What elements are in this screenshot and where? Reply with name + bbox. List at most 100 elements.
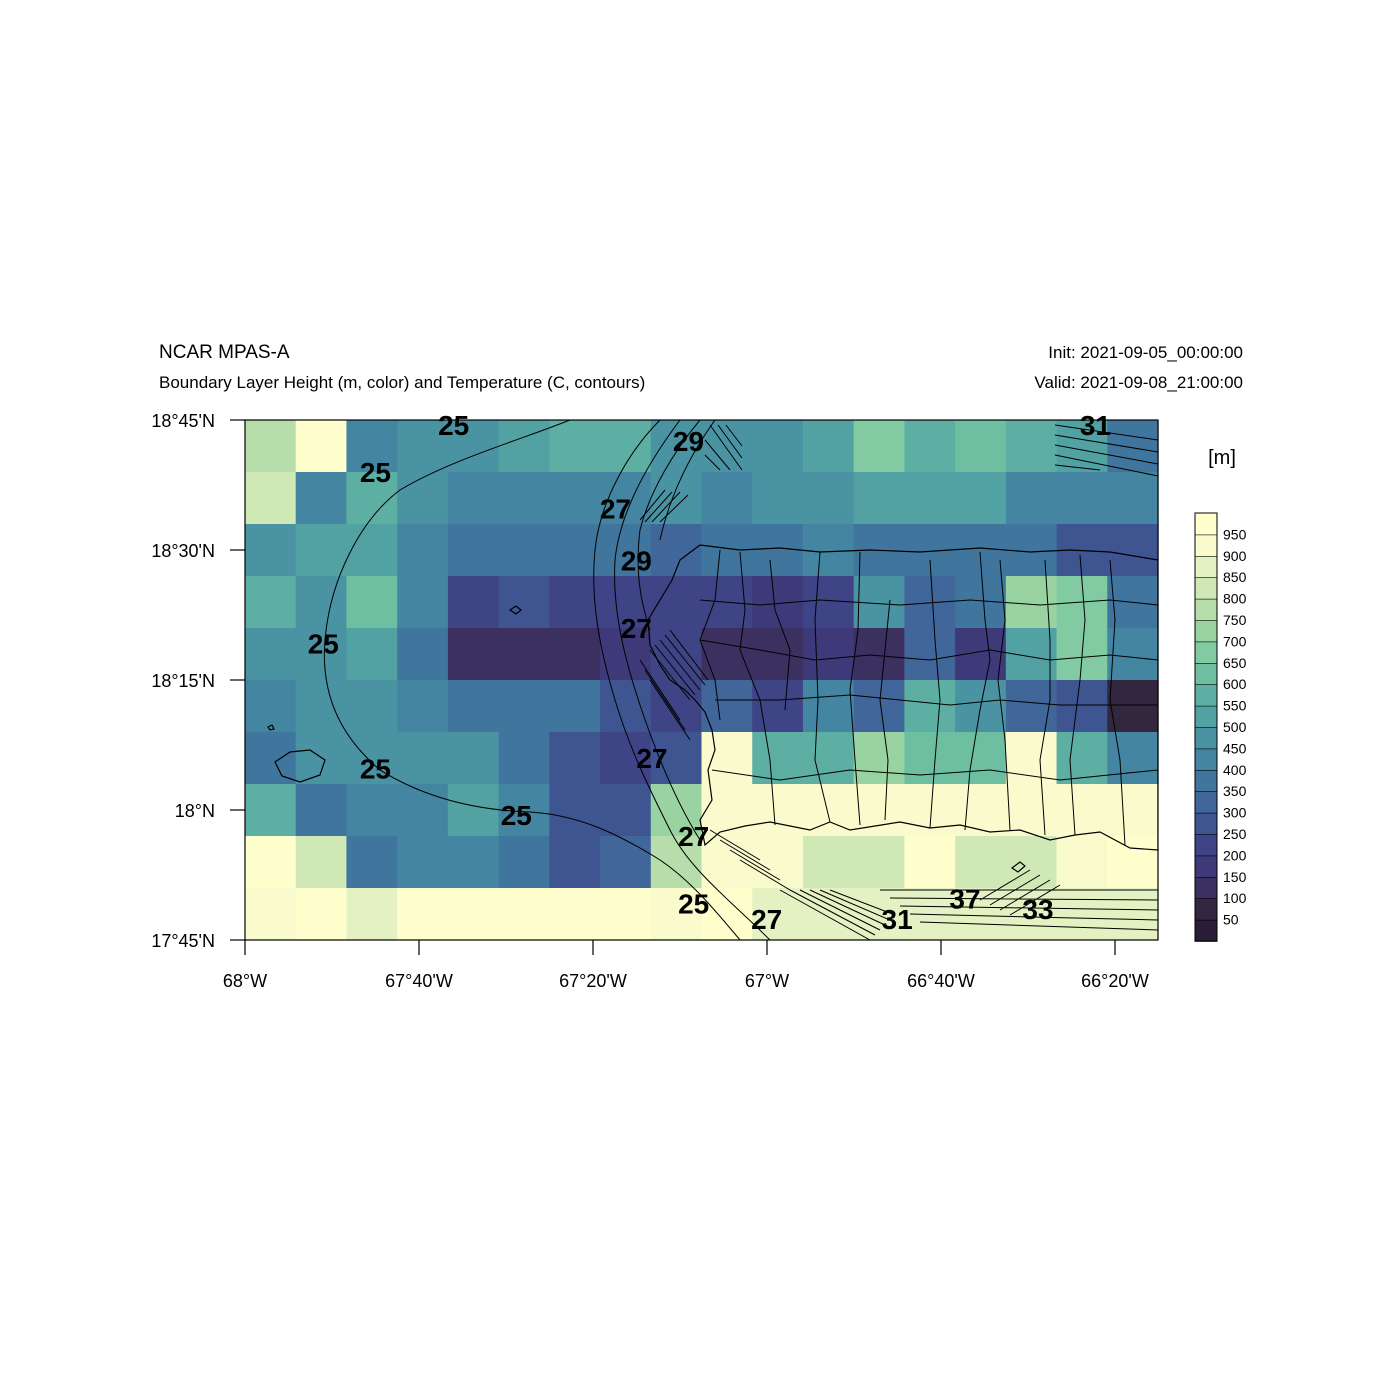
blh-cell bbox=[295, 524, 348, 577]
blh-cell bbox=[397, 472, 449, 525]
blh-cell bbox=[549, 420, 601, 473]
blh-cell bbox=[752, 732, 804, 785]
colorbar-swatch bbox=[1194, 576, 1218, 600]
blh-cell bbox=[802, 420, 855, 473]
blh-cell bbox=[1107, 784, 1159, 837]
blh-cell bbox=[397, 576, 449, 629]
valid-time: Valid: 2021-09-08_21:00:00 bbox=[1034, 373, 1243, 392]
blh-cell bbox=[295, 420, 348, 473]
blh-cell bbox=[752, 836, 804, 889]
blh-cell bbox=[752, 680, 804, 733]
contour-line-27 bbox=[593, 420, 771, 940]
y-tick-label: 17°45'N bbox=[151, 931, 215, 951]
blh-cell bbox=[853, 732, 905, 785]
blh-cell bbox=[701, 732, 753, 785]
blh-cell bbox=[498, 836, 550, 889]
colorbar-swatch bbox=[1194, 833, 1218, 857]
blh-cell bbox=[853, 472, 905, 525]
contour-label: 27 bbox=[636, 743, 667, 774]
blh-cell bbox=[245, 472, 297, 525]
blh-cell bbox=[1005, 784, 1058, 837]
blh-cell bbox=[802, 836, 855, 889]
colorbar-level-label: 250 bbox=[1223, 826, 1247, 842]
contour-label: 31 bbox=[1080, 410, 1111, 441]
blh-cell bbox=[701, 888, 753, 941]
y-tick-label: 18°45'N bbox=[151, 411, 215, 431]
colorbar-level-label: 950 bbox=[1223, 526, 1247, 542]
contour-label: 25 bbox=[308, 629, 339, 660]
blh-cell bbox=[802, 576, 855, 629]
y-tick-label: 18°30'N bbox=[151, 541, 215, 561]
x-tick-label: 67°20'W bbox=[559, 971, 627, 991]
contour-label: 29 bbox=[673, 426, 704, 457]
blh-cell bbox=[955, 888, 1007, 941]
colorbar-swatch bbox=[1194, 555, 1218, 578]
x-tick-label: 66°20'W bbox=[1081, 971, 1149, 991]
blh-cell bbox=[752, 784, 804, 837]
blh-cell bbox=[1005, 732, 1058, 785]
blh-cell bbox=[1107, 420, 1159, 473]
colorbar-level-label: 900 bbox=[1223, 548, 1247, 564]
colorbar-swatch bbox=[1194, 897, 1218, 921]
blh-cell bbox=[802, 888, 855, 941]
blh-cell bbox=[397, 628, 449, 681]
municipal-boundaries bbox=[699, 549, 1158, 846]
colorbar-level-label: 150 bbox=[1223, 869, 1247, 885]
blh-cell bbox=[498, 628, 550, 681]
blh-cell bbox=[498, 524, 550, 577]
blh-cell bbox=[295, 628, 348, 681]
blh-cell bbox=[549, 680, 601, 733]
contour-label: 33 bbox=[1022, 894, 1053, 925]
monito-island bbox=[267, 724, 275, 731]
blh-cell bbox=[1107, 628, 1159, 681]
colorbar-swatch bbox=[1194, 919, 1218, 942]
blh-cell bbox=[346, 680, 398, 733]
blh-cell bbox=[853, 628, 905, 681]
colorbar-swatch bbox=[1194, 534, 1218, 557]
colorbar: [m] 50 100 150 200 250 300 350 400 450 500 550 600 6… bbox=[1194, 447, 1247, 942]
figure-title: NCAR MPAS-A bbox=[159, 342, 290, 363]
blh-cell bbox=[447, 524, 500, 577]
blh-cell bbox=[245, 524, 297, 577]
blh-cell bbox=[346, 836, 398, 889]
blh-cell bbox=[1005, 420, 1058, 473]
blh-cell bbox=[397, 420, 449, 473]
colorbar-swatch bbox=[1194, 619, 1218, 643]
colorbar-swatch bbox=[1194, 748, 1218, 771]
colorbar-swatch bbox=[1194, 662, 1218, 685]
blh-cell bbox=[1056, 784, 1108, 837]
contour-line-25-west bbox=[323, 420, 741, 940]
blh-cell bbox=[498, 888, 550, 941]
x-axis: 68°W 67°40'W 67°20'W 67°W 66°40'W 66°20'… bbox=[223, 940, 1149, 991]
colorbar-level-label: 550 bbox=[1223, 698, 1247, 714]
blh-cell bbox=[1056, 888, 1108, 941]
blh-cell bbox=[498, 472, 550, 525]
colorbar-swatch bbox=[1194, 705, 1218, 728]
puerto-rico-coastline bbox=[647, 544, 1158, 851]
x-tick-label: 66°40'W bbox=[907, 971, 975, 991]
blh-cell bbox=[245, 784, 297, 837]
blh-cell bbox=[802, 680, 855, 733]
x-tick-label: 68°W bbox=[223, 971, 267, 991]
contour-label: 27 bbox=[621, 613, 652, 644]
contour-label: 27 bbox=[751, 904, 782, 935]
blh-cell bbox=[752, 628, 804, 681]
blh-cell bbox=[346, 576, 398, 629]
blh-cell bbox=[295, 784, 348, 837]
y-tick-label: 18°N bbox=[175, 801, 215, 821]
blh-cell bbox=[600, 732, 652, 785]
blh-cell bbox=[600, 680, 652, 733]
map-plot-area: 25 25 25 25 25 25 27 27 27 27 27 29 29 31 31 37 33 bbox=[244, 410, 1159, 941]
blh-cell bbox=[802, 524, 855, 577]
blh-cell bbox=[1005, 472, 1058, 525]
blh-cell bbox=[650, 836, 703, 889]
colorbar-level-label: 50 bbox=[1223, 912, 1239, 928]
blh-cell bbox=[600, 836, 652, 889]
blh-cell bbox=[1107, 732, 1159, 785]
colorbar-swatch bbox=[1194, 855, 1218, 878]
contour-label: 25 bbox=[360, 457, 391, 488]
colorbar-level-label: 700 bbox=[1223, 633, 1247, 649]
blh-cell bbox=[498, 576, 550, 629]
blh-cell bbox=[245, 628, 297, 681]
